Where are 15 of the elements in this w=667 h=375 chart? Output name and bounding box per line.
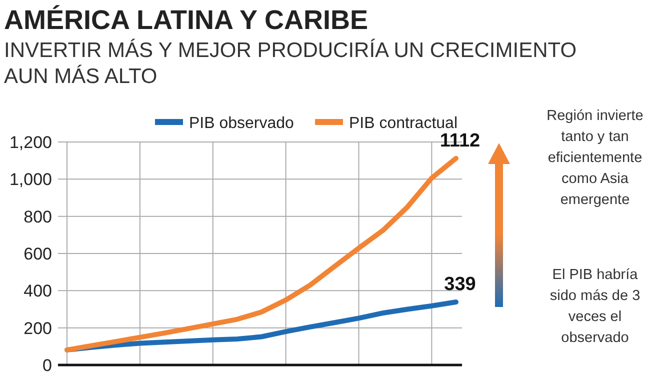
y-tick-label: 400 — [24, 282, 52, 301]
y-tick-label: 1,000 — [9, 170, 52, 190]
y-tick-label: 600 — [24, 244, 52, 264]
y-tick-label: 200 — [24, 318, 52, 338]
text: Región invierte tanto y tan eficientemente como Asia emergente — [546, 108, 644, 208]
y-tick-label: 1,200 — [9, 133, 52, 152]
chart-subtitle: INVERTIR MÁS Y MEJOR PRODUCIRÍA UN CRECIMIENTO AUN MÁS ALTO — [4, 38, 577, 88]
legend-label: PIB contractual — [349, 115, 458, 132]
data-label: 339 — [444, 274, 476, 296]
legend-label: PIB observado — [189, 115, 294, 132]
chart-title: AMÉRICA LATINA Y CARIBE — [4, 5, 368, 35]
y-tick-label: 0 — [42, 356, 52, 375]
text: El PIB habría sido más de 3 veces el observado — [550, 267, 640, 346]
data-label: 1112 — [440, 130, 480, 152]
y-tick-label: 800 — [24, 207, 52, 226]
